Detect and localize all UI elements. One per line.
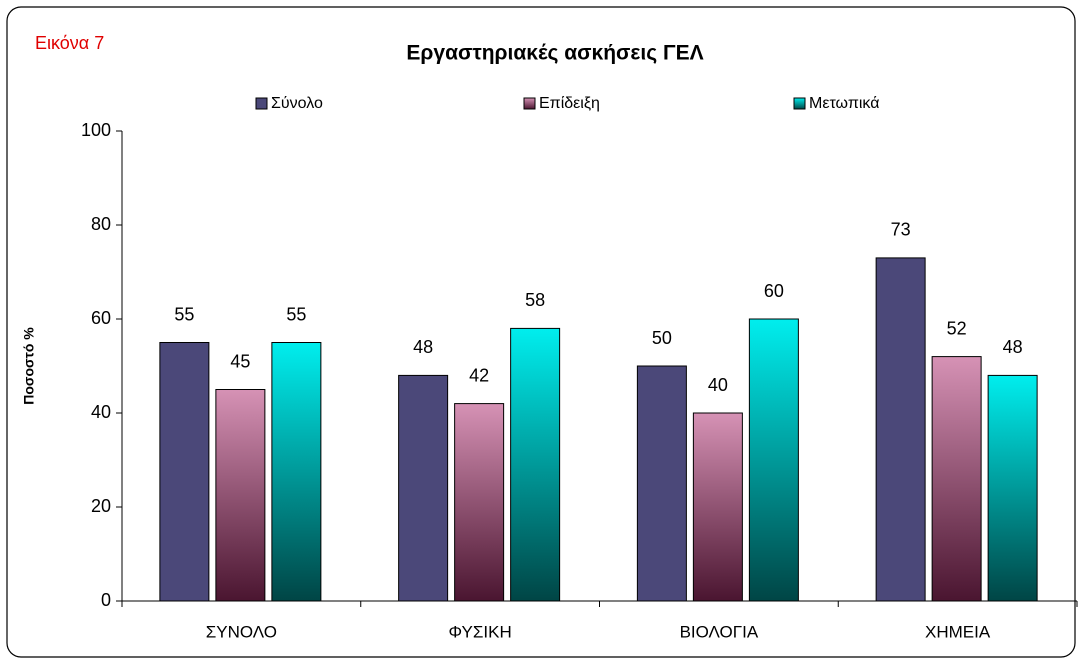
- bar: [987, 374, 1038, 602]
- data-label: 55: [286, 304, 306, 324]
- legend-label: Επίδειξη: [539, 95, 600, 112]
- data-label: 48: [413, 337, 433, 357]
- data-label: 48: [1003, 337, 1023, 357]
- bar: [931, 356, 982, 602]
- y-tick-label: 40: [91, 402, 111, 422]
- legend-swatch: [523, 97, 536, 110]
- legend-swatch: [793, 97, 806, 110]
- y-tick-label: 60: [91, 308, 111, 328]
- bar: [748, 318, 799, 602]
- bar: [159, 342, 210, 602]
- data-label: 55: [174, 304, 194, 324]
- bar: [636, 365, 687, 602]
- bar: [875, 257, 926, 602]
- x-tick-label: ΦΥΣΙΚΗ: [449, 622, 512, 641]
- data-label: 52: [947, 318, 967, 338]
- bar: [271, 342, 322, 602]
- x-tick-label: ΣΥΝΟΛΟ: [206, 622, 277, 641]
- data-label: 42: [469, 365, 489, 385]
- legend-label: Μετωπικά: [809, 95, 879, 112]
- bar: [398, 374, 449, 602]
- data-label: 60: [764, 281, 784, 301]
- y-tick-label: 100: [81, 120, 111, 140]
- data-label: 73: [891, 220, 911, 240]
- y-tick-label: 20: [91, 496, 111, 516]
- y-axis-label: Ποσοστό %: [21, 327, 37, 405]
- x-tick-label: ΒΙΟΛΟΓΙΑ: [680, 622, 759, 641]
- data-label: 40: [708, 375, 728, 395]
- data-label: 50: [652, 328, 672, 348]
- chart-title: Εργαστηριακές ασκήσεις ΓΕΛ: [406, 42, 703, 65]
- y-tick-label: 0: [101, 590, 111, 610]
- bar: [510, 327, 561, 602]
- figure-label: Εικόνα 7: [35, 33, 104, 53]
- data-label: 45: [230, 351, 250, 371]
- y-tick-label: 80: [91, 214, 111, 234]
- bar: [215, 389, 266, 602]
- legend-swatch: [255, 97, 268, 110]
- legend-label: Σύνολο: [271, 95, 323, 112]
- data-label: 58: [525, 290, 545, 310]
- bar: [454, 403, 505, 602]
- bar: [692, 412, 743, 602]
- x-tick-label: ΧΗΜΕΙΑ: [925, 622, 991, 641]
